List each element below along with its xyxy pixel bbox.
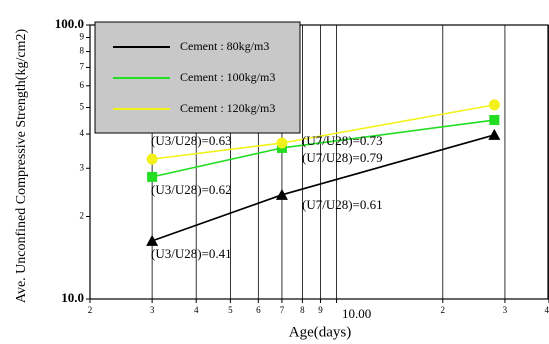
point [488,128,501,140]
annotation: (U7/U28)=0.79 [302,150,383,165]
y-tick-label: 6 [80,80,85,90]
x-axis-label: Age(days) [289,324,351,340]
x-tick-label: 2 [88,305,93,315]
y-tick-label: 8 [80,46,85,56]
x-tick-label: 3 [503,305,508,315]
point [146,234,159,246]
x-tick-label: 7 [280,305,285,315]
x-tick-label: 2 [441,305,446,315]
y-tick-label: 2 [80,211,85,221]
y-tick-label: 4 [80,128,85,138]
x-tick-label: 5 [228,305,233,315]
point [146,153,158,165]
legend-label: Cement : 120kg/m3 [180,101,275,115]
x-tick-label: 10.00 [342,306,371,321]
annotation: (U7/U28)=0.61 [302,197,383,212]
annotation: (U3/U28)=0.63 [151,133,232,148]
y-tick-label: 3 [80,162,85,172]
y-axis-label: Ave. Unconfined Compressive Strength(kg/… [14,29,29,304]
point [489,115,500,126]
point [488,99,500,111]
x-tick-label: 3 [150,305,155,315]
point [275,188,288,200]
annotation: (U3/U28)=0.62 [151,182,232,197]
x-tick-label: 6 [256,305,261,315]
point [276,137,288,149]
x-tick-label: 8 [300,305,305,315]
plot-frame [89,24,549,300]
y-tick-label: 9 [80,32,85,42]
y-tick-label: 10.0 [61,290,84,305]
y-tick-label: 7 [80,62,85,72]
x-tick-label: 4 [545,305,549,315]
point [147,171,158,182]
x-tick-label: 9 [318,305,323,315]
y-tick-label: 100.0 [55,16,84,31]
x-tick-label: 4 [194,305,199,315]
legend-label: Cement : 100kg/m3 [180,70,275,84]
annotation: (U3/U28)=0.41 [151,246,232,261]
y-tick-label: 5 [80,102,85,112]
legend-label: Cement : 80kg/m3 [180,39,269,53]
annotation: (U7/U28)=0.73 [302,133,383,148]
